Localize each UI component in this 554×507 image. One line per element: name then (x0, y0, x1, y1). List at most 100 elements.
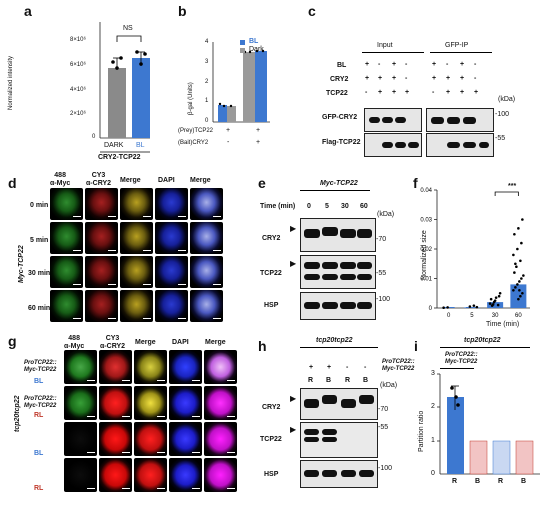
panel-h-lane: B (363, 377, 369, 384)
panel-c-mark: + (460, 75, 465, 82)
panel-b-mark: + (256, 139, 261, 146)
panel-b-y-tick-1: 3 (205, 59, 209, 65)
panel-e-kda: (kDa) (377, 211, 395, 218)
blot-e-cry2 (300, 218, 376, 252)
f-point (475, 305, 479, 309)
micrograph-d-r3-c1 (85, 290, 118, 322)
micrograph-d-r2-c3 (155, 256, 188, 288)
f-point (522, 274, 525, 277)
panel-i-cat-2: R (498, 478, 504, 485)
panel-f-chart: 0 0.01 0.02 0.03 0.04 0 5 30 60 (420, 188, 530, 319)
panel-a-y-tick-3: 2×10⁶ (70, 111, 86, 117)
panel-d-time-1: 5 min (30, 237, 49, 244)
panel-label-d: d (8, 175, 17, 191)
panel-e-time-label: Time (min) (260, 203, 296, 210)
panel-b-mark: - (227, 139, 230, 146)
panel-h-kda: (kDa) (380, 382, 398, 389)
f-bar (487, 302, 504, 308)
micrograph-g-r0-c3 (169, 350, 202, 384)
panel-e-title: Myc-TCP22 (320, 180, 358, 187)
micrograph-d-r1-c3 (155, 222, 188, 254)
panel-g-row3-light: BL (34, 450, 44, 457)
panel-e-row-tcp22: TCP22 (260, 270, 282, 277)
micrograph-d-r0-c0 (50, 188, 83, 220)
panel-c-mark: + (365, 61, 370, 68)
panel-g-row1-light: BL (34, 378, 44, 385)
blot-c-ip-flag (426, 133, 494, 157)
panel-e-row-cry2: CRY2 (262, 235, 281, 242)
panel-e-marker-100: -100 (376, 296, 391, 303)
f-point (489, 297, 493, 301)
f-y-tick-label: 0 (429, 306, 433, 312)
f-x-tick-label: 5 (470, 313, 474, 319)
blot-h-tcp22 (300, 422, 378, 458)
panel-c-kda: (kDa) (498, 96, 516, 103)
f-x-tick-label: 30 (492, 313, 499, 319)
f-point (518, 289, 521, 292)
f-point (517, 227, 520, 230)
micrograph-g-r0-c2 (134, 350, 167, 384)
panel-d-header-merge2: Merge (190, 177, 211, 184)
panel-h-mark: - (364, 364, 367, 371)
panel-a-chart (99, 22, 150, 153)
panel-c-mark: - (405, 61, 408, 68)
panel-c-mark: + (405, 89, 410, 96)
panel-c-mark: + (460, 61, 465, 68)
f-point (488, 302, 492, 305)
panel-c-mark: + (378, 75, 383, 82)
panel-c-mark: - (405, 75, 408, 82)
micrograph-d-r1-c0 (50, 222, 83, 254)
panel-c-marker1: -100 (495, 111, 510, 118)
f-point (446, 306, 449, 309)
panel-h-lane: B (326, 377, 332, 384)
micrograph-d-r1-c4 (190, 222, 223, 254)
f-y-tick-label: 0.01 (420, 277, 432, 283)
micrograph-g-r2-c0 (64, 422, 97, 456)
panel-c-mark: + (392, 75, 397, 82)
micrograph-d-r0-c3 (155, 188, 188, 220)
panel-c-mark: + (392, 89, 397, 96)
panel-g-header-dapi: DAPI (172, 339, 189, 346)
f-point (516, 247, 519, 251)
f-point (520, 241, 523, 245)
f-point (494, 296, 498, 299)
panel-a-cat-dark: DARK (104, 142, 124, 149)
blot-e-tcp22 (300, 255, 376, 289)
panel-f-x-axis-label: Time (min) (486, 321, 520, 328)
f-point (517, 297, 520, 301)
panel-c-ip-label: GFP-IP (445, 42, 469, 49)
panel-h-row-tcp22: TCP22 (260, 436, 282, 443)
micrograph-g-r3-c1 (99, 458, 132, 492)
panel-c-marker2: -55 (495, 135, 506, 142)
panel-h-lane: R (345, 377, 351, 384)
micrograph-d-r3-c2 (120, 290, 153, 322)
panel-d-time-2: 30 min (28, 270, 51, 277)
panel-c-mark: + (460, 89, 465, 96)
micrograph-d-r2-c0 (50, 256, 83, 288)
micrograph-g-r3-c0 (64, 458, 97, 492)
panel-e-time-1: 5 (325, 203, 329, 210)
bar-i-b1 (469, 440, 488, 475)
panel-c-mark: - (446, 61, 449, 68)
bar-i-r2 (492, 440, 511, 475)
f-x-tick-label: 0 (447, 313, 451, 319)
blot-h-cry2 (300, 388, 378, 420)
micrograph-d-r1-c2 (120, 222, 153, 254)
legend-bl: BL (249, 38, 259, 45)
micrograph-d-r0-c2 (120, 188, 153, 220)
f-point (519, 259, 522, 263)
panel-e-time-2: 30 (341, 203, 349, 210)
panel-h-marker-100: -100 (378, 465, 393, 472)
micrograph-g-r1-c1 (99, 386, 132, 420)
micrograph-g-r0-c4 (204, 350, 237, 384)
f-point (520, 277, 523, 280)
f-point (515, 265, 518, 269)
bar-bl (132, 58, 150, 138)
panel-c-row-tcp22: TCP22 (326, 90, 348, 97)
panel-h-title: tcp20tcp22 (316, 337, 353, 344)
panel-e-marker-70: -70 (376, 236, 387, 243)
micrograph-g-r1-c2 (134, 386, 167, 420)
panel-b-row-prey: (Prey)TCP22 (178, 128, 214, 134)
panel-label-e: e (258, 175, 266, 191)
